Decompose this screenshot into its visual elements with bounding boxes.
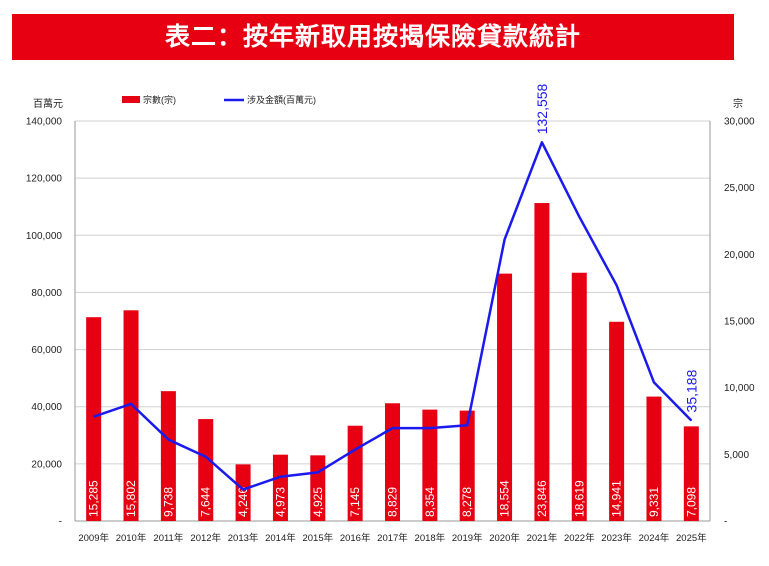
bar [272, 454, 288, 521]
right-axis-label: 宗 [733, 97, 743, 110]
bar [646, 396, 662, 521]
bar-value-label: 8,354 [423, 487, 437, 517]
bar [422, 409, 438, 521]
left-axis-tick-label: 120,000 [26, 174, 63, 185]
legend-bar-swatch [122, 96, 140, 103]
line-point [429, 427, 431, 429]
x-axis-tick-label: 2013年 [228, 532, 259, 544]
x-axis-tick-label: 2009年 [78, 532, 109, 544]
x-axis-tick-label: 2017年 [377, 532, 408, 544]
line-point [653, 381, 655, 383]
bar-value-label: 7,098 [684, 487, 698, 517]
right-axis-tick-label: 10,000 [724, 383, 755, 394]
line-value-label: 132,558 [534, 83, 550, 134]
line-point [578, 216, 580, 218]
line-point [205, 456, 207, 458]
bar-value-label: 18,619 [572, 480, 586, 517]
x-axis-tick-label: 2020年 [489, 532, 520, 544]
bar [609, 321, 625, 521]
x-axis-tick-label: 2012年 [190, 532, 221, 544]
bar-value-label: 4,973 [273, 487, 287, 517]
bar [347, 425, 363, 521]
right-axis-tick-label: 30,000 [724, 117, 755, 128]
title-banner: 表二：按年新取用按揭保險貸款統計 [12, 14, 734, 60]
line-point [279, 476, 281, 478]
right-axis-tick-label: - [724, 517, 727, 528]
line-point [130, 403, 132, 405]
bar-value-label: 15,802 [124, 480, 138, 517]
bar [86, 317, 102, 521]
bar [534, 203, 550, 521]
x-axis-tick-label: 2018年 [415, 532, 446, 544]
line-point [242, 489, 244, 491]
x-axis-tick-label: 2010年 [116, 532, 147, 544]
bar-value-label: 23,846 [535, 480, 549, 517]
line-point [466, 424, 468, 426]
x-axis-tick-label: 2021年 [527, 532, 558, 544]
right-axis-tick-label: 15,000 [724, 317, 755, 328]
bar-value-label: 7,145 [348, 487, 362, 517]
right-axis-tick-label: 25,000 [724, 183, 755, 194]
bar-value-label: 4,925 [311, 487, 325, 517]
line-point [354, 449, 356, 451]
legend-bar-label: 宗數(宗) [143, 94, 176, 105]
bar-value-label: 8,278 [460, 487, 474, 517]
left-axis-tick-label: - [59, 517, 62, 528]
right-axis-tick-label: 20,000 [724, 250, 755, 261]
right-axis-tick-label: 5,000 [724, 450, 749, 461]
bar-value-label: 14,941 [610, 480, 624, 517]
left-axis-tick-label: 40,000 [31, 402, 62, 413]
x-axis-tick-label: 2024年 [639, 532, 670, 544]
line-point [541, 141, 543, 143]
line-point [392, 427, 393, 429]
bar [497, 273, 513, 521]
bar [123, 310, 139, 521]
bar-value-label: 7,644 [199, 487, 213, 517]
bar-value-label: 9,738 [161, 487, 175, 517]
x-axis-tick-label: 2023年 [601, 532, 632, 544]
x-axis-tick-label: 2019年 [452, 532, 483, 544]
left-axis-tick-label: 140,000 [26, 117, 63, 128]
line-point [616, 284, 618, 286]
x-axis-tick-label: 2025年 [676, 532, 707, 544]
bar-value-label: 15,285 [87, 480, 101, 517]
bar [683, 426, 699, 521]
line-point [690, 419, 692, 421]
line-value-label: 35,188 [683, 369, 699, 412]
bar-value-label: 9,331 [647, 487, 661, 517]
x-axis-tick-label: 2022年 [564, 532, 595, 544]
left-axis-tick-label: 80,000 [31, 288, 62, 299]
left-axis-tick-label: 100,000 [26, 231, 63, 242]
bar [198, 419, 214, 521]
line-point [317, 471, 319, 473]
line-point [504, 239, 506, 241]
left-axis-tick-label: 60,000 [31, 345, 62, 356]
bar [459, 410, 475, 521]
bar [235, 464, 251, 521]
page-title: 表二：按年新取用按揭保險貸款統計 [164, 22, 581, 51]
legend-line-label: 涉及金額(百萬元) [247, 94, 316, 105]
x-axis-tick-label: 2015年 [302, 532, 333, 544]
bar [160, 391, 176, 521]
bar-value-label: 8,829 [386, 487, 400, 517]
x-axis-tick-label: 2011年 [153, 532, 183, 544]
bar [385, 403, 400, 521]
line-point [167, 439, 169, 441]
left-axis-tick-label: 20,000 [31, 459, 62, 470]
line-point [93, 416, 95, 418]
left-axis-label: 百萬元 [33, 97, 63, 110]
bar-value-label: 18,554 [498, 480, 512, 517]
bar [571, 272, 587, 521]
bar-value-label: 4,246 [236, 487, 250, 517]
x-axis-tick-label: 2014年 [265, 532, 296, 544]
x-axis-tick-label: 2016年 [340, 532, 371, 544]
chart: - 20,000 40,000 60,000 80,000 100,000 120,000 1… [26, 83, 755, 544]
